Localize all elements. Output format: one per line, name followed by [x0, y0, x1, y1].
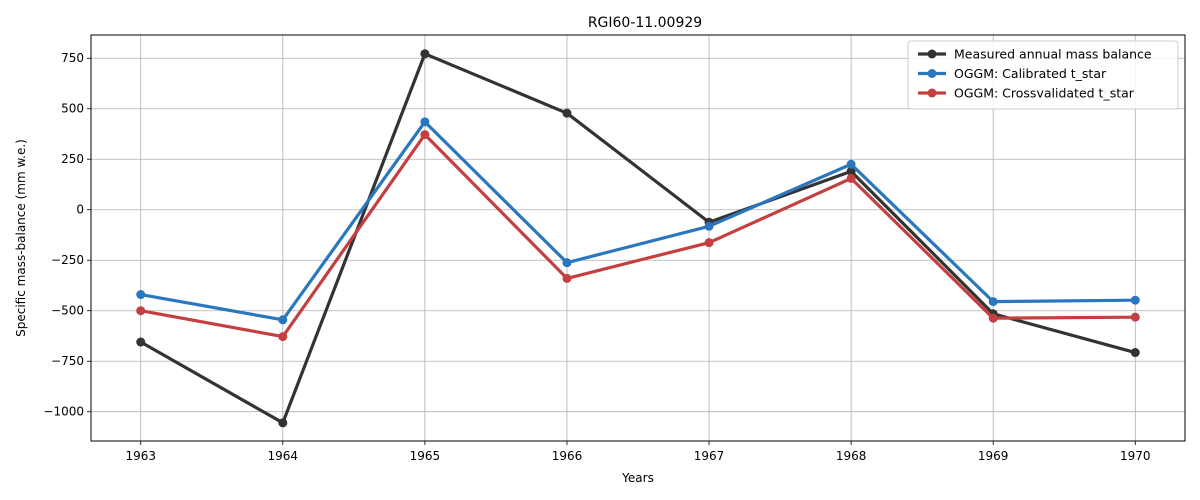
series-layer [136, 49, 1140, 428]
data-point [846, 166, 856, 176]
y-tick-label: −250 [51, 253, 84, 267]
y-tick-label: −1000 [43, 405, 84, 419]
x-tick-label: 1970 [1120, 449, 1151, 463]
data-point [136, 306, 146, 316]
legend-label: Measured annual mass balance [954, 47, 1152, 62]
data-point [846, 173, 856, 183]
y-tick-label: 0 [76, 203, 84, 217]
data-point [846, 159, 856, 169]
y-axis: 750 500 250 0 −250 −500 −750 −1000 [43, 51, 91, 419]
x-tick-label: 1966 [552, 449, 583, 463]
legend: Measured annual mass balance OGGM: Calibr… [907, 40, 1179, 110]
data-point [136, 290, 146, 300]
data-point [278, 315, 288, 325]
y-tick-label: −500 [51, 304, 84, 318]
series-line [139, 132, 1137, 339]
y-tick-label: 500 [61, 102, 84, 116]
plot-frame [90, 34, 1186, 442]
series-3 [136, 130, 1140, 342]
data-point [1130, 312, 1140, 322]
y-axis-label: Specific mass-balance (mm w.e.) [14, 139, 28, 337]
data-point [136, 337, 146, 347]
data-point [988, 313, 998, 323]
data-point [988, 297, 998, 307]
x-axis-label: Years [621, 471, 654, 485]
x-tick-label: 1965 [410, 449, 441, 463]
x-tick-label: 1967 [694, 449, 725, 463]
data-point [278, 332, 288, 342]
legend-label: OGGM: Crossvalidated t_star [954, 86, 1135, 101]
series-2 [136, 117, 1140, 325]
legend-box [907, 40, 1179, 110]
data-point [420, 130, 430, 140]
data-point [562, 273, 572, 283]
data-point [562, 258, 572, 268]
series-1 [136, 49, 1140, 428]
chart-title: RGI60-11.00929 [588, 15, 702, 31]
data-point [704, 221, 714, 231]
legend-marker [927, 49, 937, 59]
y-tick-label: 250 [61, 152, 84, 166]
data-point [704, 238, 714, 248]
data-point [420, 49, 430, 59]
data-point [420, 117, 430, 127]
x-tick-label: 1964 [268, 449, 299, 463]
x-tick-label: 1968 [836, 449, 867, 463]
data-point [1130, 348, 1140, 358]
data-point [562, 108, 572, 118]
data-point [1130, 295, 1140, 305]
x-axis: 1963 1964 1965 1966 1967 1968 1969 1970 [125, 441, 1151, 463]
y-tick-label: −750 [51, 354, 84, 368]
x-tick-label: 1963 [125, 449, 156, 463]
y-tick-label: 750 [61, 51, 84, 65]
x-tick-label: 1969 [978, 449, 1009, 463]
series-line [139, 120, 1137, 322]
series-line [139, 52, 1137, 425]
legend-marker [927, 88, 937, 98]
data-point [278, 418, 288, 428]
legend-marker [927, 69, 937, 78]
legend-label: OGGM: Calibrated t_star [954, 66, 1107, 81]
